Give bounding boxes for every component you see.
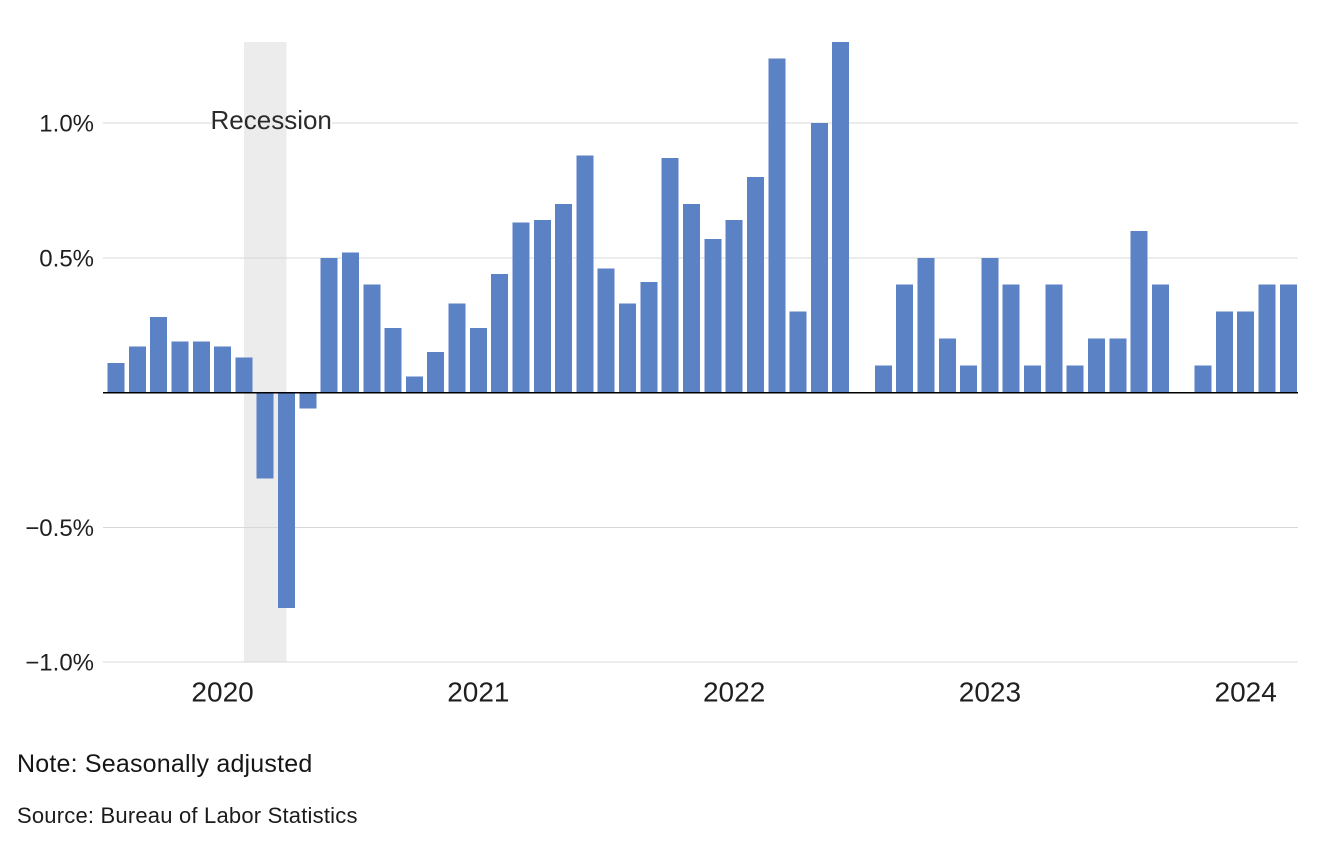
bar-2020-09: [384, 327, 402, 393]
recession-label: Recession: [211, 105, 332, 135]
bar-2020-07: [341, 252, 359, 393]
bar-2023-03: [1024, 365, 1042, 393]
bar-2020-01: [214, 346, 232, 393]
bar-2024-01: [1237, 311, 1255, 393]
bar-2023-05: [1066, 365, 1084, 393]
bar-2019-10: [150, 317, 168, 393]
bar-2023-06: [1087, 338, 1105, 393]
bar-2020-04: [278, 392, 296, 609]
bar-2020-12: [448, 303, 466, 393]
bar-2023-01: [981, 257, 999, 393]
monthly-percent-change-bar-chart: 1.0% 0.5% −0.5% −1.0% 2020 2021 2022 2023 2024 Re…: [25, 42, 1298, 708]
bar-2020-08: [363, 284, 381, 393]
bar-2020-10: [405, 376, 423, 393]
bar-2021-12: [704, 238, 722, 393]
bar-2020-03: [256, 392, 274, 479]
bar-2019-08: [107, 362, 125, 393]
bar-2022-08: [874, 365, 892, 393]
y-axis-tick-label: 0.5%: [39, 245, 94, 272]
bar-2019-11: [171, 341, 189, 393]
x-axis-year-label: 2020: [191, 677, 253, 708]
bar-2021-05: [555, 203, 573, 393]
x-axis-year-label: 2021: [447, 677, 509, 708]
bar-2020-05: [299, 392, 317, 409]
bar-2022-09: [896, 284, 914, 393]
bar-2020-06: [320, 257, 338, 393]
bar-2021-10: [661, 158, 679, 393]
bar-2022-01: [725, 220, 743, 393]
y-axis-tick-label: −1.0%: [25, 650, 94, 677]
bar-2021-07: [597, 268, 615, 393]
bar-2020-11: [427, 352, 445, 393]
bar-2022-11: [938, 338, 956, 393]
bar-2023-08: [1130, 230, 1148, 393]
bar-2022-02: [746, 176, 764, 393]
bar-2023-04: [1045, 284, 1063, 393]
bar-2021-02: [491, 273, 509, 393]
bar-2023-12: [1215, 311, 1233, 393]
y-axis-tick-label: −0.5%: [25, 515, 94, 542]
chart-source: Source: Bureau of Labor Statistics: [17, 803, 358, 828]
bar-2023-11: [1194, 365, 1212, 393]
bar-2022-10: [917, 257, 935, 393]
y-axis-tick-label: 1.0%: [39, 111, 94, 138]
bar-2021-09: [640, 282, 658, 393]
bar-2021-06: [576, 155, 594, 393]
bar-2021-08: [619, 303, 637, 393]
chart-note: Note: Seasonally adjusted: [17, 750, 313, 778]
x-axis-year-label: 2023: [959, 677, 1021, 708]
bar-2023-09: [1151, 284, 1169, 393]
bar-2021-04: [533, 220, 551, 393]
bar-2021-03: [512, 222, 530, 393]
bar-2022-03: [768, 58, 786, 393]
bar-2024-02: [1258, 284, 1276, 393]
bar-2023-02: [1002, 284, 1020, 393]
bar-2024-03: [1279, 284, 1297, 393]
bar-2019-12: [192, 341, 210, 393]
x-axis-year-label: 2022: [703, 677, 765, 708]
bar-2022-06: [832, 42, 850, 393]
bar-2022-05: [810, 123, 828, 393]
bar-2021-01: [469, 327, 487, 393]
bar-2019-09: [128, 346, 146, 393]
bar-2020-02: [235, 357, 253, 393]
bar-2021-11: [683, 203, 701, 393]
bar-2022-12: [960, 365, 978, 393]
x-axis-year-label: 2024: [1215, 677, 1277, 708]
bar-2022-04: [789, 311, 807, 393]
bar-2023-07: [1109, 338, 1127, 393]
